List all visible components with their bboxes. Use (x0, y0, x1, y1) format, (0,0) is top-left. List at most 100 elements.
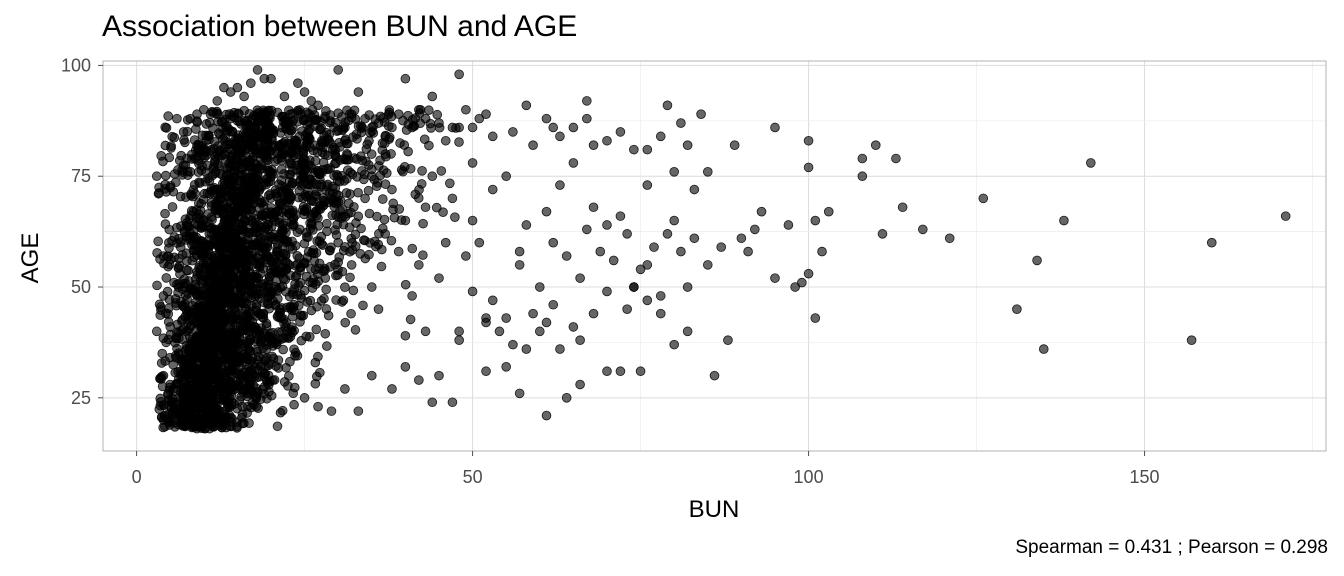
x-axis-title: BUN (689, 496, 740, 523)
data-point (635, 366, 646, 377)
data-point (756, 206, 767, 217)
data-point (649, 242, 659, 252)
data-point (188, 185, 199, 195)
data-point (253, 387, 263, 397)
data-point (173, 287, 183, 298)
data-point (393, 109, 404, 119)
data-point (676, 118, 686, 128)
data-point (194, 309, 205, 320)
data-point (210, 204, 220, 215)
data-point (244, 306, 255, 317)
data-point (743, 246, 753, 257)
data-point (203, 377, 214, 388)
data-point (380, 229, 391, 239)
data-point (454, 137, 464, 147)
data-point (260, 109, 270, 120)
data-point (226, 195, 237, 205)
data-point (568, 122, 579, 133)
data-point (223, 243, 234, 254)
data-point (191, 124, 201, 134)
data-point (541, 410, 552, 421)
data-point (311, 115, 321, 125)
data-point (615, 211, 626, 221)
data-point (434, 118, 444, 128)
data-point (279, 91, 290, 102)
data-point (254, 262, 265, 272)
data-point (216, 222, 227, 233)
data-point (179, 278, 189, 289)
data-point (360, 113, 370, 124)
data-point (249, 214, 259, 224)
data-point (317, 147, 328, 158)
data-point (366, 282, 377, 292)
data-point (313, 221, 324, 231)
data-point (447, 397, 458, 408)
data-point (817, 246, 827, 257)
data-point (400, 215, 411, 226)
data-point (287, 178, 298, 189)
data-point (283, 193, 294, 204)
data-point (244, 314, 255, 325)
data-point (454, 122, 464, 133)
data-point (340, 317, 351, 328)
data-point (877, 229, 888, 239)
data-point (1280, 211, 1291, 221)
data-point (350, 325, 361, 335)
data-point (420, 202, 431, 213)
data-point (292, 227, 303, 238)
data-point (380, 131, 391, 142)
data-point (588, 140, 599, 151)
data-point (244, 127, 254, 138)
data-point (190, 337, 201, 348)
x-tick-label: 50 (463, 467, 483, 487)
data-point (548, 299, 559, 310)
x-tick-label: 100 (794, 467, 824, 487)
data-point (200, 176, 211, 187)
data-point (341, 188, 352, 198)
data-point (400, 330, 411, 341)
data-point (541, 206, 552, 217)
data-point (189, 356, 199, 366)
data-point (256, 182, 267, 192)
data-point (237, 236, 248, 246)
data-point (366, 370, 377, 381)
data-point (313, 401, 323, 412)
data-point (320, 137, 330, 148)
data-point (281, 227, 291, 238)
data-point (192, 109, 202, 119)
x-tick-label: 0 (132, 467, 142, 487)
data-point (541, 317, 552, 328)
data-point (467, 215, 478, 226)
data-point (790, 282, 800, 292)
data-point (188, 369, 199, 379)
data-point (252, 65, 263, 75)
data-point (308, 248, 319, 259)
data-point (298, 114, 309, 125)
data-point (172, 113, 182, 124)
data-point (440, 237, 451, 248)
data-point (154, 188, 164, 198)
data-point (729, 140, 740, 151)
data-point (265, 167, 276, 177)
data-point (272, 421, 283, 432)
data-point (306, 96, 317, 106)
data-point (226, 400, 237, 411)
data-point (196, 198, 207, 209)
data-point (160, 208, 170, 219)
data-point (356, 223, 366, 234)
data-point (419, 134, 430, 145)
data-point (353, 211, 364, 222)
data-point (232, 82, 243, 93)
data-point (454, 335, 464, 346)
data-point (205, 109, 216, 119)
data-point (662, 229, 673, 239)
data-point (207, 288, 218, 299)
data-point (445, 178, 455, 189)
data-point (305, 142, 315, 152)
data-point (241, 338, 251, 349)
data-point (262, 133, 273, 144)
data-point (261, 230, 271, 241)
data-point (163, 334, 174, 345)
data-point (303, 232, 313, 243)
data-point (669, 339, 679, 350)
